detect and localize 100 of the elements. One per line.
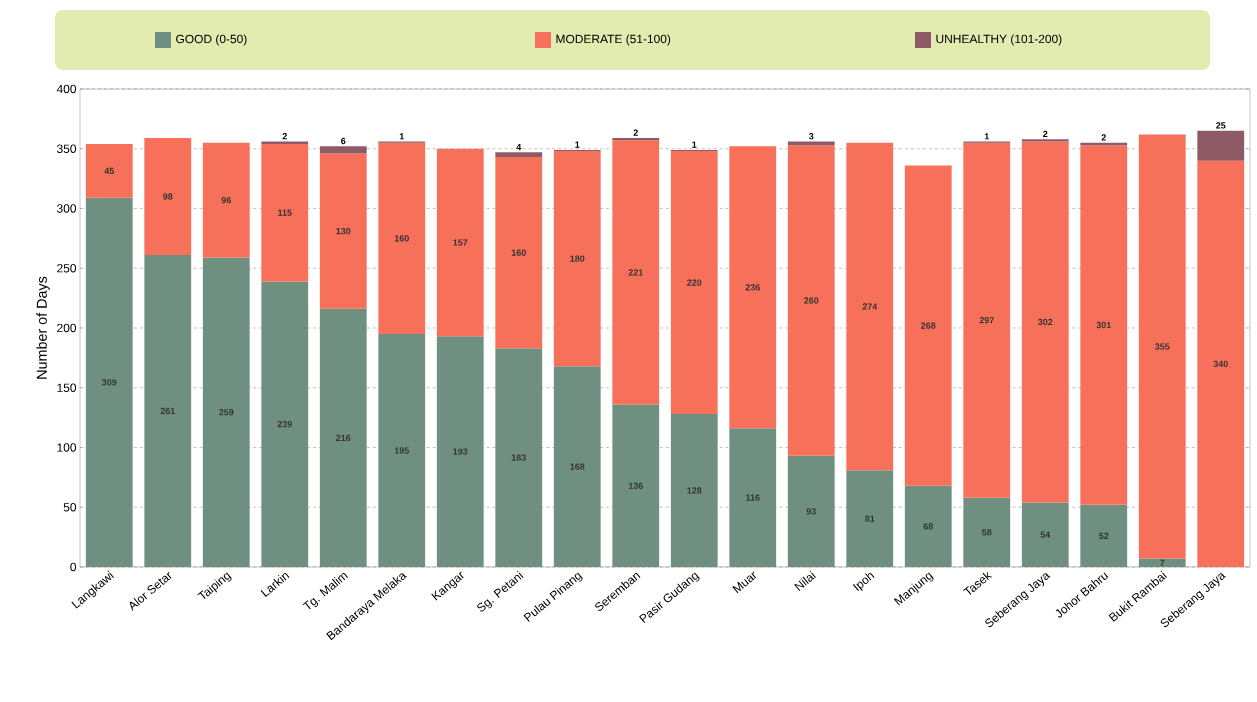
data-label: 302 bbox=[1037, 318, 1053, 326]
data-label: 236 bbox=[745, 284, 760, 291]
y-tick-label: 100 bbox=[57, 443, 77, 452]
data-label: 4 bbox=[516, 143, 522, 151]
bar bbox=[612, 404, 660, 567]
data-label: 355 bbox=[1154, 343, 1170, 350]
data-label: 221 bbox=[628, 269, 643, 276]
data-label: 168 bbox=[570, 463, 585, 470]
data-label: 1 bbox=[984, 133, 989, 140]
data-label: 2 bbox=[633, 129, 638, 136]
data-label: 157 bbox=[453, 239, 468, 246]
legend-label: UNHEALTHY (101-200) bbox=[936, 34, 1062, 46]
data-label: 340 bbox=[1213, 360, 1228, 368]
bar bbox=[202, 257, 250, 567]
bar bbox=[1021, 502, 1069, 567]
bar bbox=[378, 142, 426, 334]
data-label: 130 bbox=[336, 228, 351, 235]
data-label: 193 bbox=[453, 448, 468, 455]
data-label: 239 bbox=[277, 421, 292, 428]
data-label: 128 bbox=[687, 487, 702, 494]
data-label: 183 bbox=[511, 454, 526, 461]
data-label: 7 bbox=[1160, 559, 1165, 566]
data-label: 297 bbox=[979, 317, 994, 324]
data-label: 68 bbox=[923, 523, 933, 530]
bar bbox=[1021, 141, 1069, 503]
bar bbox=[846, 142, 894, 471]
legend-label: GOOD (0-50) bbox=[176, 34, 247, 46]
bar bbox=[1080, 145, 1128, 505]
data-label: 81 bbox=[865, 515, 875, 522]
bar bbox=[378, 333, 426, 567]
data-label: 115 bbox=[278, 209, 292, 216]
bar bbox=[963, 497, 1011, 567]
bar bbox=[1080, 504, 1128, 567]
data-label: 1 bbox=[692, 141, 697, 148]
bar bbox=[261, 281, 309, 567]
bar bbox=[1197, 130, 1245, 161]
data-label: 259 bbox=[219, 409, 234, 416]
y-tick-label: 150 bbox=[57, 383, 77, 392]
data-label: 274 bbox=[862, 303, 878, 310]
data-label: 220 bbox=[687, 279, 702, 286]
bar bbox=[904, 165, 952, 486]
bar bbox=[1138, 134, 1186, 559]
bar bbox=[553, 151, 601, 367]
bar bbox=[495, 157, 543, 349]
bar bbox=[319, 308, 367, 567]
data-label: 6 bbox=[341, 137, 346, 145]
data-label: 216 bbox=[336, 434, 351, 442]
x-tick-label: Ipoh bbox=[852, 572, 875, 591]
data-label: 268 bbox=[921, 322, 936, 329]
bar bbox=[144, 255, 192, 567]
y-tick-label: 0 bbox=[70, 562, 77, 572]
bar bbox=[787, 455, 835, 567]
bar bbox=[436, 336, 484, 567]
bar bbox=[787, 145, 835, 456]
bar bbox=[436, 148, 484, 337]
data-label: 2 bbox=[282, 133, 287, 140]
data-label: 136 bbox=[628, 482, 643, 489]
data-label: 52 bbox=[1099, 532, 1109, 540]
data-label: 195 bbox=[394, 447, 409, 454]
data-label: 93 bbox=[806, 508, 816, 515]
data-label: 58 bbox=[982, 529, 992, 536]
bar bbox=[729, 428, 777, 567]
bar bbox=[1021, 139, 1069, 142]
bar bbox=[1197, 160, 1245, 567]
data-label: 160 bbox=[394, 235, 409, 242]
bar bbox=[729, 146, 777, 429]
y-tick-label: 350 bbox=[57, 144, 77, 153]
bar bbox=[612, 140, 660, 405]
legend-label: MODERATE (51-100) bbox=[556, 34, 671, 46]
data-label: 160 bbox=[511, 249, 526, 256]
y-axis-title: Number of Days bbox=[36, 276, 50, 379]
bar bbox=[319, 153, 367, 309]
bar bbox=[670, 151, 718, 415]
bar bbox=[85, 197, 133, 567]
data-label: 260 bbox=[804, 297, 819, 304]
bar bbox=[963, 142, 1011, 498]
data-label: 261 bbox=[160, 407, 175, 415]
bar bbox=[202, 142, 250, 258]
data-label: 180 bbox=[570, 255, 585, 262]
bar bbox=[144, 137, 192, 256]
bar bbox=[495, 152, 543, 158]
bar bbox=[846, 470, 894, 567]
data-label: 2 bbox=[1101, 134, 1106, 141]
data-label: 96 bbox=[221, 196, 231, 204]
bar bbox=[85, 143, 133, 198]
data-label: 116 bbox=[746, 494, 760, 501]
bar bbox=[670, 414, 718, 567]
data-label: 309 bbox=[101, 379, 117, 386]
bar bbox=[319, 146, 367, 154]
data-label: 2 bbox=[1043, 130, 1048, 137]
bar bbox=[1138, 558, 1186, 567]
bar bbox=[261, 143, 309, 282]
y-tick-label: 250 bbox=[57, 264, 77, 273]
data-label: 54 bbox=[1040, 531, 1051, 538]
y-tick-label: 200 bbox=[57, 323, 77, 333]
data-label: 25 bbox=[1216, 122, 1226, 129]
y-tick-label: 300 bbox=[57, 204, 77, 213]
y-tick-label: 400 bbox=[56, 84, 77, 94]
data-label: 98 bbox=[163, 193, 173, 200]
y-tick-label: 50 bbox=[63, 503, 77, 512]
